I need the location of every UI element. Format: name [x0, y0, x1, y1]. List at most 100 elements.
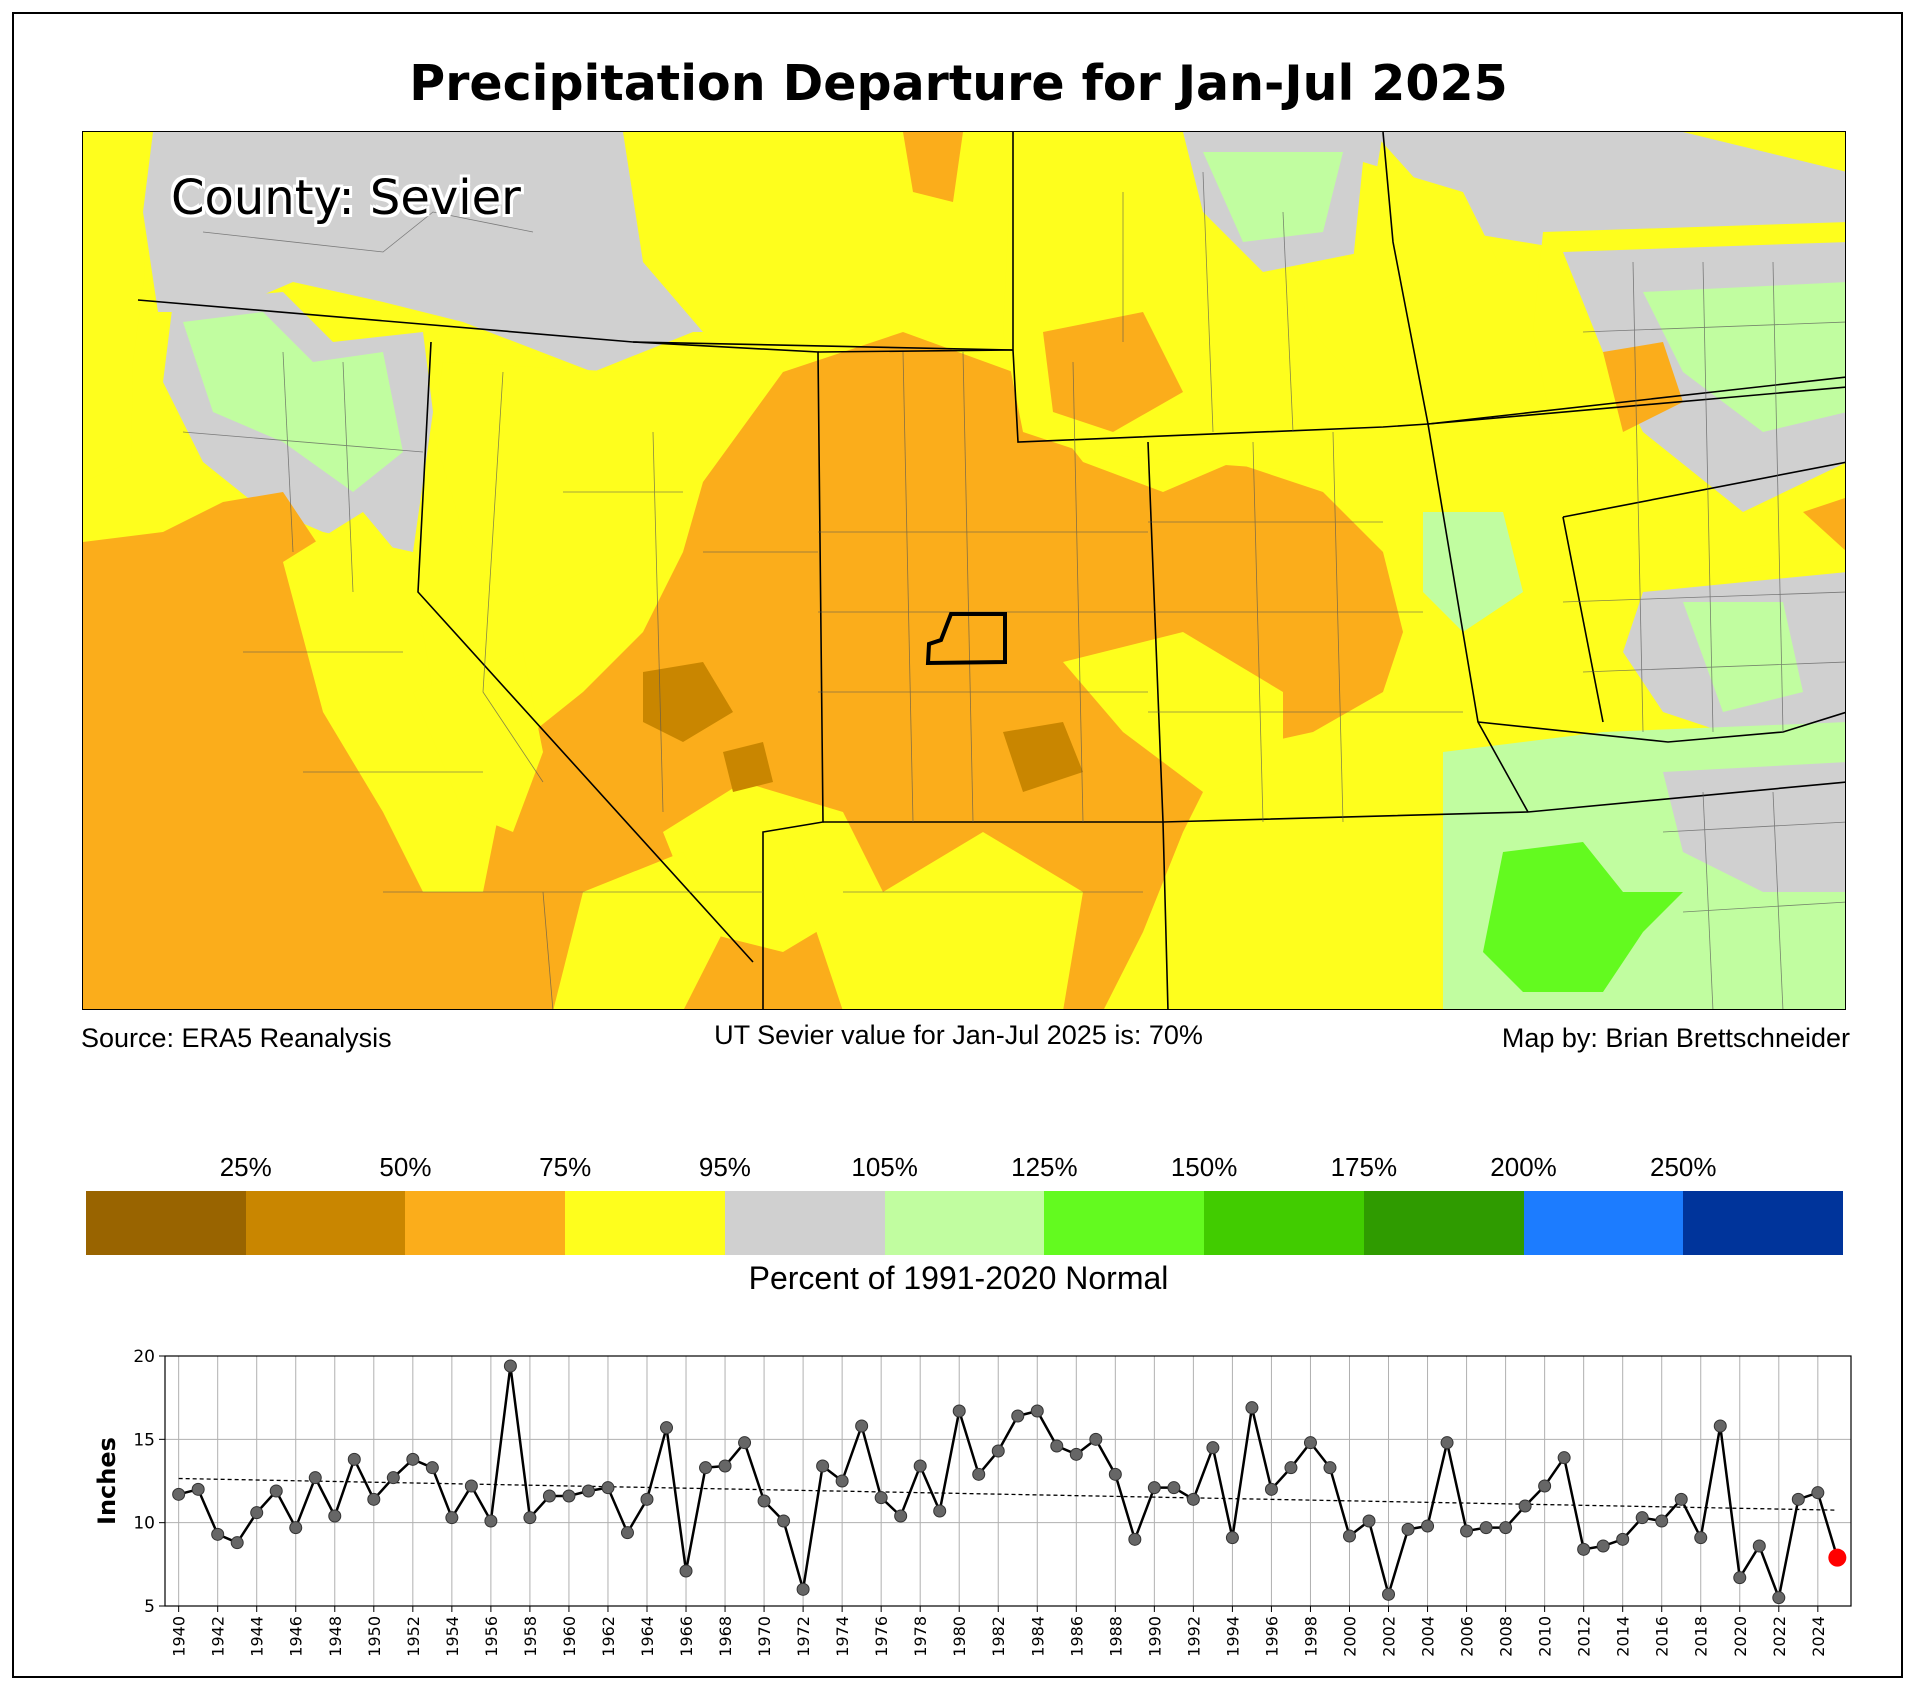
x-tick-label: 1992	[1184, 1616, 1203, 1657]
x-tick-label: 2006	[1458, 1616, 1477, 1657]
data-point	[1069, 1447, 1083, 1461]
data-point	[406, 1452, 420, 1466]
x-tick-label: 2020	[1731, 1616, 1750, 1657]
data-point	[425, 1461, 439, 1475]
data-point	[1440, 1436, 1454, 1450]
x-tick-label: 1944	[248, 1616, 267, 1657]
data-point	[542, 1489, 556, 1503]
x-tick-label: 1990	[1145, 1616, 1164, 1657]
data-point	[699, 1461, 713, 1475]
precip-map: County: Sevier	[82, 131, 1846, 1010]
data-point	[1323, 1461, 1337, 1475]
data-point	[601, 1481, 615, 1495]
data-point	[1421, 1519, 1435, 1533]
figure-frame	[12, 12, 1903, 1678]
data-point	[894, 1509, 908, 1523]
x-tick-label: 1948	[326, 1616, 345, 1657]
map-credit: Map by: Brian Brettschneider	[1501, 1023, 1850, 1053]
x-tick-label: 2014	[1614, 1616, 1633, 1657]
colorbar-tick-label: 150%	[1170, 1152, 1238, 1182]
colorbar-segment	[1204, 1191, 1364, 1255]
x-tick-label: 2024	[1809, 1616, 1828, 1657]
colorbar-tick-label: 25%	[219, 1152, 272, 1182]
data-point	[1791, 1492, 1805, 1506]
data-point	[1538, 1479, 1552, 1493]
data-point	[289, 1521, 303, 1535]
x-tick-label: 2010	[1536, 1616, 1555, 1657]
x-tick-label: 2004	[1419, 1616, 1438, 1657]
data-point	[1674, 1492, 1688, 1506]
x-tick-label: 1996	[1262, 1616, 1281, 1657]
data-point	[1264, 1482, 1278, 1496]
data-point	[484, 1514, 498, 1528]
x-tick-label: 1964	[638, 1616, 657, 1657]
data-point	[211, 1527, 225, 1541]
x-tick-label: 1954	[443, 1616, 462, 1657]
colorbar-segment	[565, 1191, 725, 1255]
x-tick-label: 1984	[1028, 1616, 1047, 1657]
data-point	[1518, 1499, 1532, 1513]
colorbar-segment	[884, 1191, 1045, 1255]
county-label: County: Sevier	[171, 170, 521, 226]
data-point	[1089, 1432, 1103, 1446]
colorbar-segment	[245, 1191, 406, 1255]
colorbar-label: Percent of 1991-2020 Normal	[748, 1260, 1169, 1296]
x-tick-label: 1956	[482, 1616, 501, 1657]
x-tick-label: 1978	[911, 1616, 930, 1657]
data-point	[1655, 1514, 1669, 1528]
data-point	[1382, 1587, 1396, 1601]
data-point	[1733, 1571, 1747, 1585]
data-point	[1147, 1481, 1161, 1495]
timeseries-chart: 5 10 15 20 1940 1942 1944 1946 1948 1950 1952 1954 1…	[93, 1347, 1852, 1657]
data-point	[191, 1482, 205, 1496]
x-tick-label: 1988	[1106, 1616, 1125, 1657]
x-tick-label: 2016	[1653, 1616, 1672, 1657]
current-year-point	[1828, 1548, 1847, 1567]
data-point	[230, 1536, 244, 1550]
data-point	[1460, 1524, 1474, 1538]
data-point	[757, 1494, 771, 1508]
x-tick-label: 1968	[716, 1616, 735, 1657]
x-tick-label: 1970	[755, 1616, 774, 1657]
x-tick-label: 1946	[287, 1616, 306, 1657]
x-tick-label: 1960	[560, 1616, 579, 1657]
colorbar-tick-label: 95%	[698, 1152, 751, 1182]
y-tick-label: 15	[133, 1430, 155, 1450]
x-tick-label: 1958	[521, 1616, 540, 1657]
data-point	[1577, 1542, 1591, 1556]
data-point	[991, 1444, 1005, 1458]
data-point	[816, 1459, 830, 1473]
x-tick-label: 2008	[1497, 1616, 1516, 1657]
data-point	[1030, 1404, 1044, 1418]
data-point	[933, 1504, 947, 1518]
series-line	[178, 1365, 1839, 1603]
y-tick-label: 10	[133, 1514, 155, 1534]
x-tick-label: 2018	[1692, 1616, 1711, 1657]
map-graphic	[83, 132, 1845, 1009]
colorbar-segment	[1363, 1191, 1524, 1255]
data-point	[562, 1489, 576, 1503]
y-axis-label: Inches	[93, 1437, 121, 1525]
data-point	[1284, 1461, 1298, 1475]
data-point	[1108, 1467, 1122, 1481]
data-point	[367, 1492, 381, 1506]
x-tick-label: 1972	[794, 1616, 813, 1657]
x-tick-label: 1952	[404, 1616, 423, 1657]
data-point	[1694, 1531, 1708, 1545]
x-tick-label: 1950	[365, 1616, 384, 1657]
data-point	[1557, 1451, 1571, 1465]
colorbar-tick-label: 175%	[1330, 1152, 1398, 1182]
x-tick-label: 2022	[1770, 1616, 1789, 1657]
data-point	[445, 1511, 459, 1525]
data-point	[835, 1474, 849, 1488]
data-point	[1225, 1531, 1239, 1545]
data-point	[523, 1511, 537, 1525]
x-tick-label: 1986	[1067, 1616, 1086, 1657]
x-tick-label: 1940	[170, 1616, 189, 1657]
y-tick-label: 5	[144, 1597, 155, 1617]
data-point	[972, 1467, 986, 1481]
data-point	[1362, 1514, 1376, 1528]
data-point	[718, 1459, 732, 1473]
x-tick-label: 1966	[677, 1616, 696, 1657]
data-point	[1128, 1532, 1142, 1546]
